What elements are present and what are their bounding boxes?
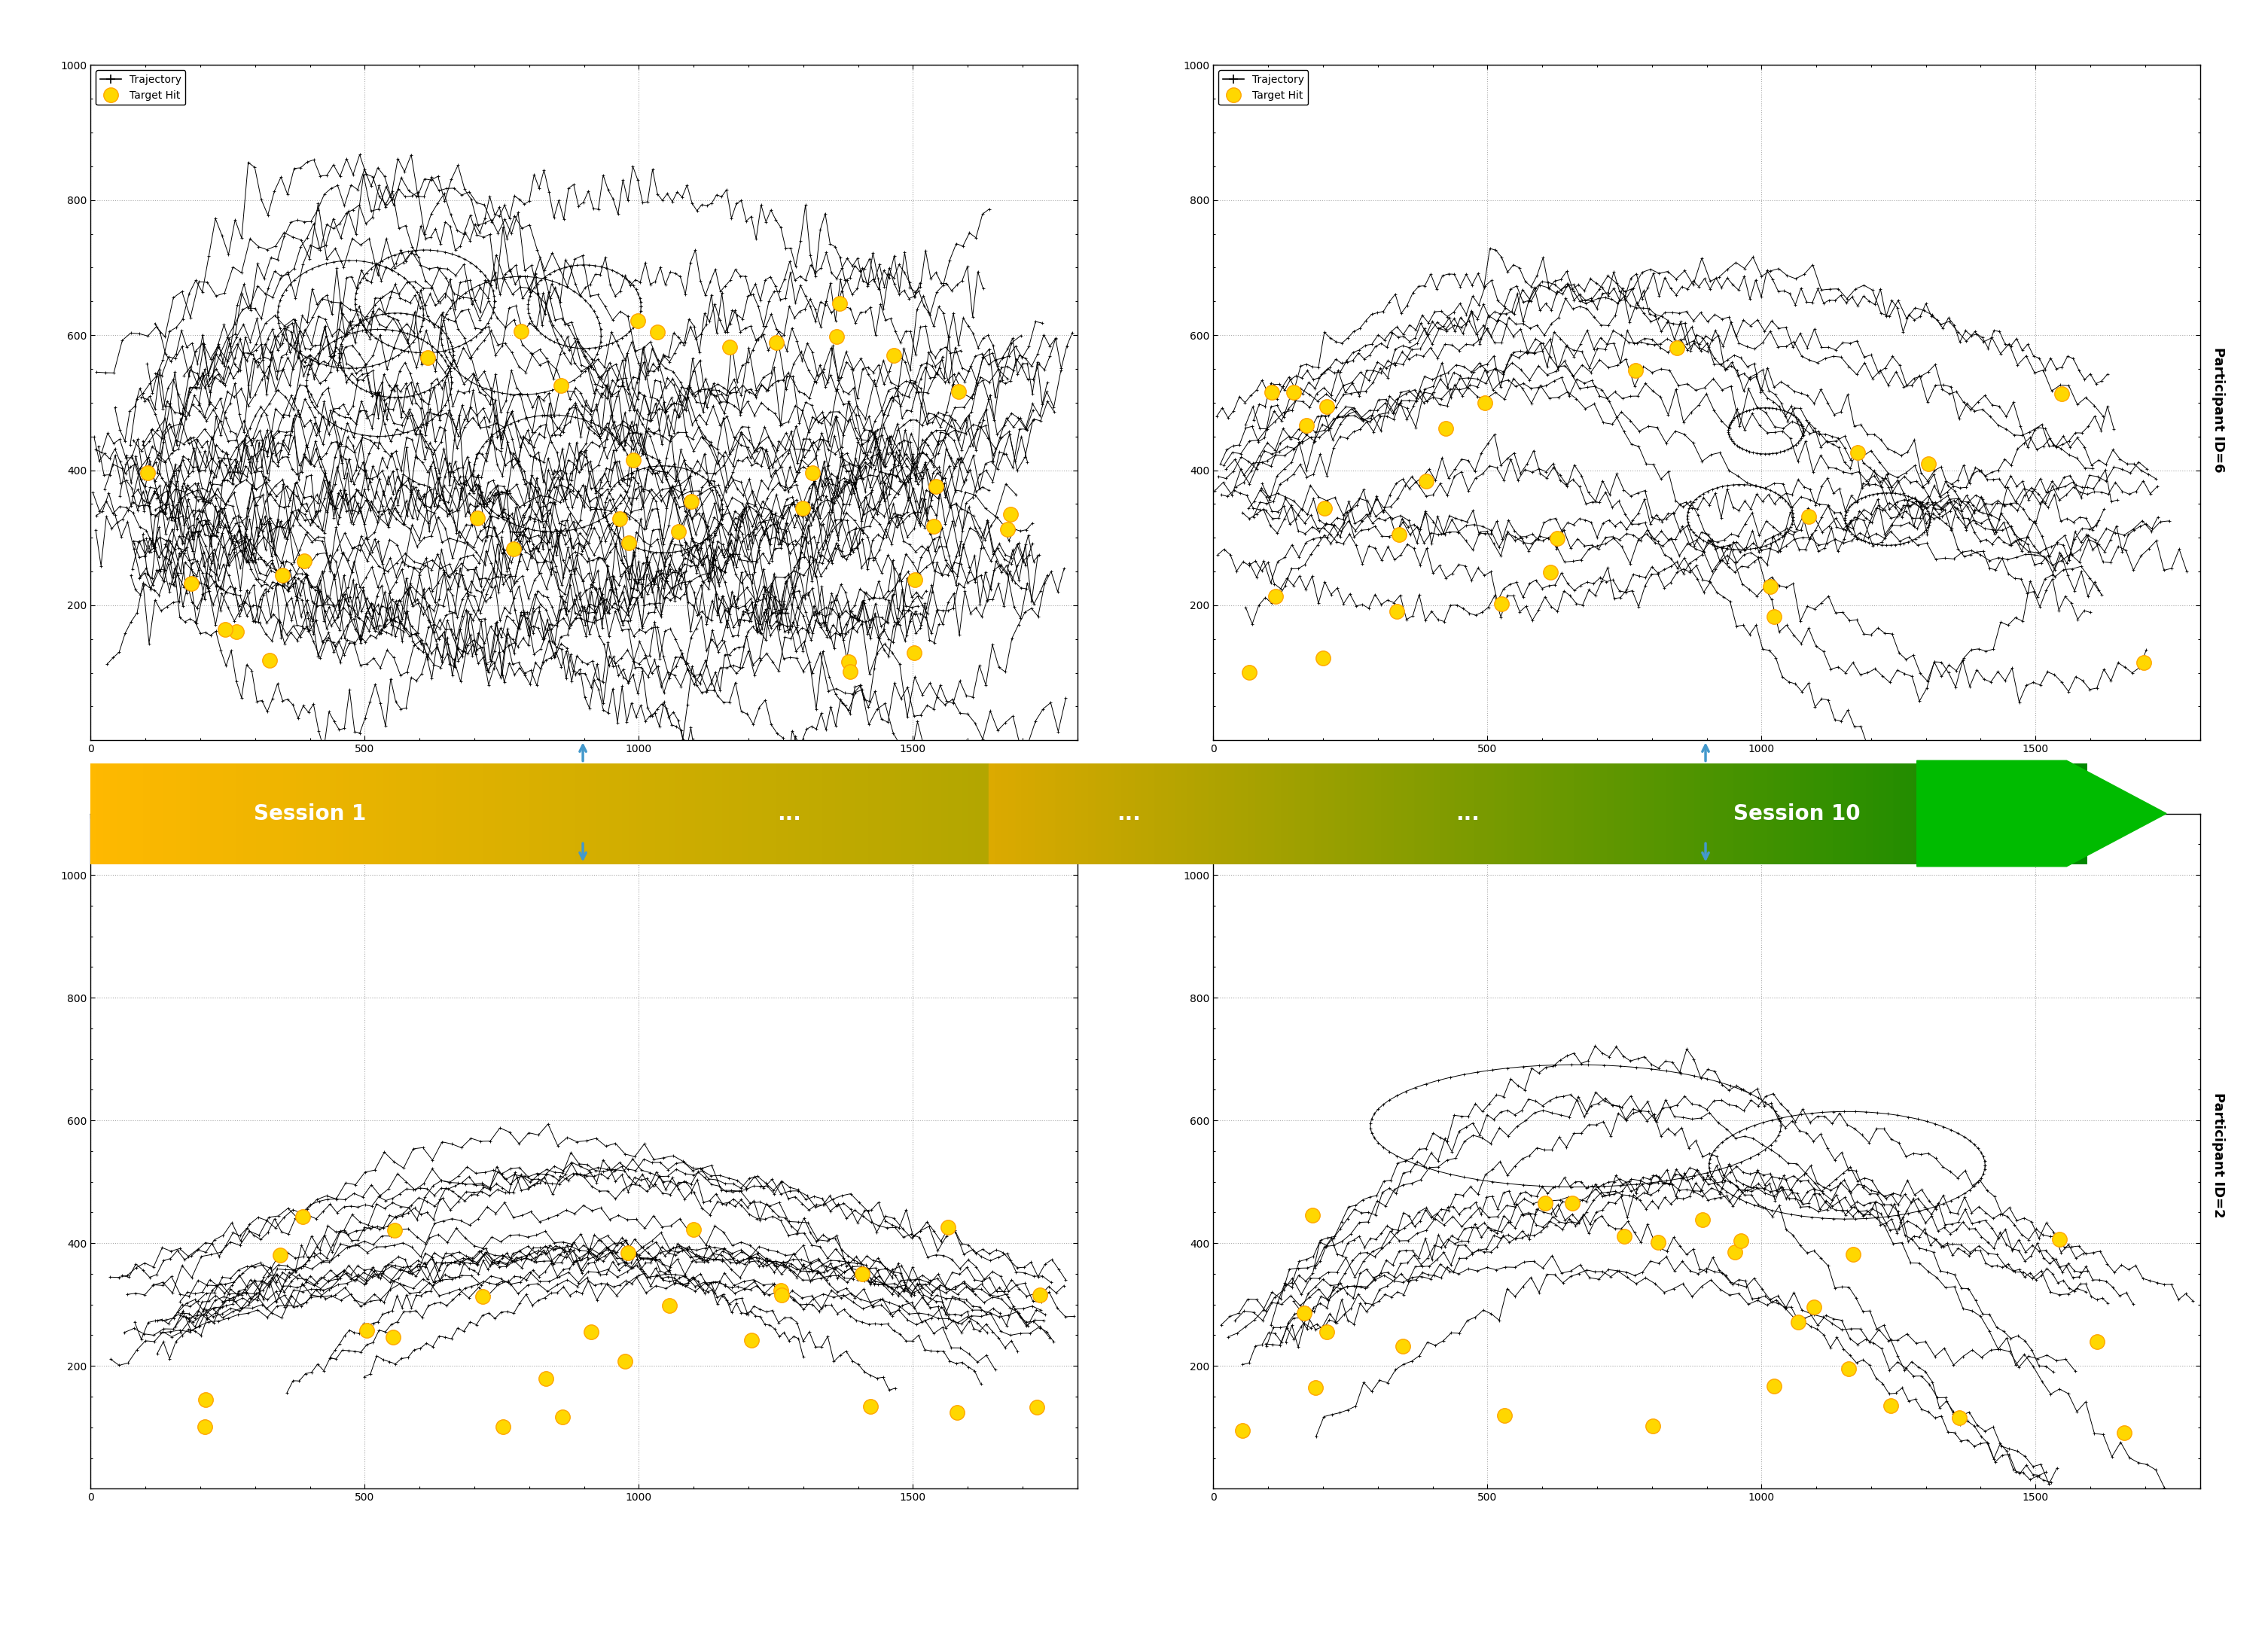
Legend: Trajectory, Target Hit: Trajectory, Target Hit (1218, 70, 1309, 106)
Text: Session 1: Session 1 (254, 804, 367, 823)
Text: ...: ... (778, 804, 801, 823)
Text: ...: ... (1456, 804, 1479, 823)
Text: Session 10: Session 10 (1733, 804, 1860, 823)
FancyArrow shape (1916, 760, 2166, 867)
Legend: Trajectory, Target Hit: Trajectory, Target Hit (95, 70, 186, 106)
Legend: Trajectory, Target Hit: Trajectory, Target Hit (1218, 818, 1309, 854)
Text: ...: ... (1116, 804, 1141, 823)
Legend: Trajectory, Target Hit: Trajectory, Target Hit (95, 818, 186, 854)
Text: Participant ID=6: Participant ID=6 (2211, 347, 2225, 473)
Text: Participant ID=2: Participant ID=2 (2211, 1092, 2225, 1219)
